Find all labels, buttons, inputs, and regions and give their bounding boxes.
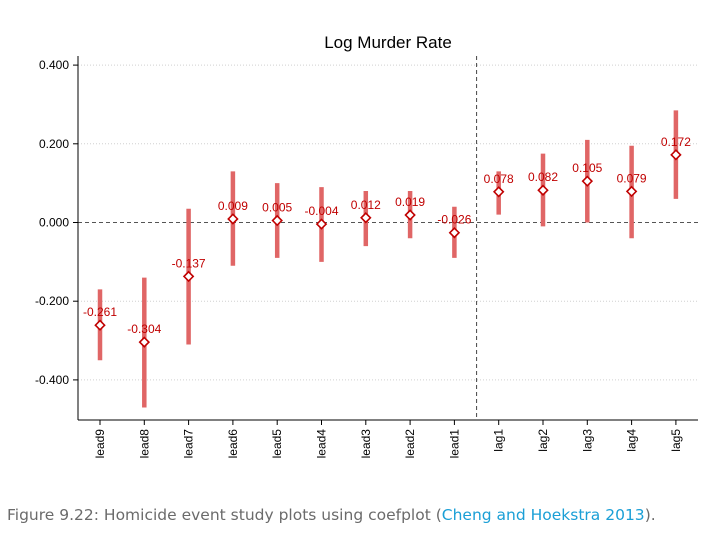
coefficient-plot: Log Murder Rate 0.400 0.200 0.000 -0.200 -0.… xyxy=(35,33,698,459)
data-label: 0.005 xyxy=(262,201,292,215)
data-label: 0.079 xyxy=(617,171,647,185)
point-marker xyxy=(492,186,505,198)
x-tick-label: lead9 xyxy=(93,429,107,459)
y-tick-label: 0.400 xyxy=(39,58,69,72)
x-tick-label: lead8 xyxy=(137,429,151,459)
x-tick-label: lag3 xyxy=(580,429,594,452)
x-tick-label: lead4 xyxy=(315,429,329,459)
point-marker xyxy=(138,336,151,348)
y-axis: 0.400 0.200 0.000 -0.200 -0.400 xyxy=(35,56,79,420)
point-marker xyxy=(581,175,594,187)
data-label: -0.026 xyxy=(437,213,471,227)
data-label: 0.105 xyxy=(572,161,602,175)
x-tick-label: lead2 xyxy=(403,429,417,459)
data-label: -0.261 xyxy=(83,305,117,319)
caption-suffix: ). xyxy=(644,506,656,524)
data-label: 0.012 xyxy=(351,198,381,212)
point-marker xyxy=(404,209,416,221)
point-marker xyxy=(448,226,461,239)
citation-link[interactable]: Cheng and Hoekstra 2013 xyxy=(441,506,645,524)
data-label: 0.019 xyxy=(395,195,425,209)
point-marker xyxy=(537,184,549,196)
data-labels: -0.261 -0.304 -0.137 0.009 0.005 -0.004 0.012 0… xyxy=(83,135,691,336)
x-tick-label: lead1 xyxy=(447,429,461,459)
x-tick-label: lag1 xyxy=(492,429,506,452)
data-label: 0.009 xyxy=(218,199,248,213)
y-tick-label: -0.400 xyxy=(35,373,69,387)
point-marker xyxy=(360,212,372,224)
data-label: -0.137 xyxy=(172,256,206,270)
reference-lines xyxy=(78,56,698,418)
data-label: 0.172 xyxy=(661,135,691,149)
chart-title: Log Murder Rate xyxy=(324,33,452,52)
point-estimates xyxy=(94,149,682,348)
x-tick-label: lead5 xyxy=(270,429,284,459)
x-axis: lead9 lead8 lead7 lead6 lead5 lead4 lead3 lead2… xyxy=(78,419,698,459)
point-marker xyxy=(315,218,328,230)
caption-prefix: Figure 9.22: Homicide event study plots … xyxy=(7,506,442,524)
x-tick-label: lag5 xyxy=(669,429,683,452)
y-tick-label: -0.200 xyxy=(35,294,69,308)
y-tick-label: 0.000 xyxy=(39,216,69,230)
point-marker xyxy=(94,319,106,331)
x-tick-label: lead7 xyxy=(182,429,196,459)
point-marker xyxy=(625,185,638,198)
y-tick-label: 0.200 xyxy=(39,137,69,151)
point-marker xyxy=(271,214,283,227)
data-label: -0.304 xyxy=(127,322,161,336)
x-tick-label: lag4 xyxy=(625,429,639,452)
grid-lines xyxy=(78,64,698,381)
point-marker xyxy=(670,149,682,161)
point-marker xyxy=(227,213,239,225)
x-tick-label: lag2 xyxy=(536,429,550,452)
x-tick-label: lead3 xyxy=(359,429,373,459)
data-label: 0.082 xyxy=(528,170,558,184)
data-label: -0.004 xyxy=(304,204,338,218)
data-label: 0.078 xyxy=(484,172,514,186)
figure-caption: Figure 9.22: Homicide event study plots … xyxy=(7,506,656,524)
point-marker xyxy=(182,270,195,283)
x-tick-label: lead6 xyxy=(226,429,240,459)
